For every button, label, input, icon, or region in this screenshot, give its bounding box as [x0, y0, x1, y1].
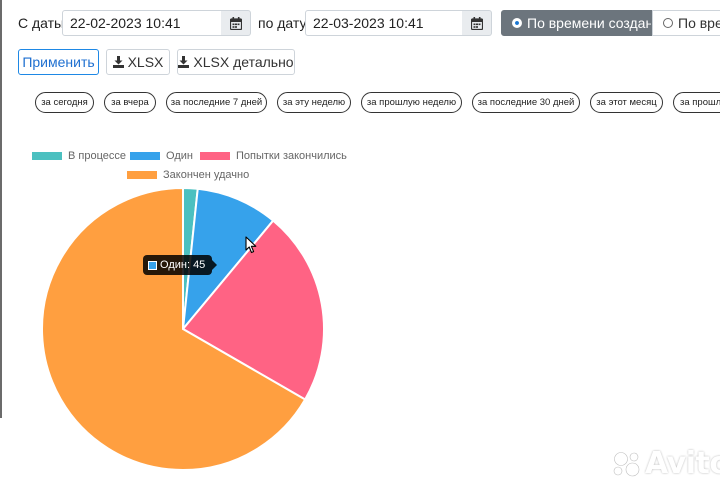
legend-swatch-3 [127, 171, 157, 179]
chip-last-30-days[interactable]: за последние 30 дней [472, 92, 580, 113]
calendar-icon [229, 16, 242, 30]
avito-watermark: Avito [612, 446, 720, 481]
mode-by-other-time[interactable]: По времен [652, 10, 720, 36]
chart-tooltip: Один: 45 [143, 255, 218, 275]
download-icon [178, 56, 190, 68]
legend-label-0: В процессе [68, 150, 126, 162]
legend-item[interactable]: Закончен удачно [127, 169, 249, 181]
mouse-cursor-icon [245, 236, 257, 254]
radio-unselected-icon [663, 18, 673, 28]
chip-this-week[interactable]: за эту неделю [277, 92, 351, 113]
legend-swatch-1 [130, 152, 160, 160]
legend-swatch-0 [32, 152, 62, 160]
avito-logo-icon [613, 451, 640, 476]
xlsx-detailed-button-label: XLSX детально [193, 54, 294, 70]
pie-slice-1[interactable] [181, 187, 275, 333]
apply-button[interactable]: Применить [18, 49, 99, 75]
pie-slice-2[interactable] [181, 219, 325, 401]
chip-yesterday[interactable]: за вчера [104, 92, 156, 113]
mode-by-creation-time[interactable]: По времени создания [501, 10, 652, 36]
xlsx-button[interactable]: XLSX [106, 49, 170, 75]
from-date-input[interactable]: 22-02-2023 10:41 [62, 10, 223, 36]
date-filter-row: С даты: 22-02-2023 10:41 по дату: 22-03-… [0, 10, 720, 36]
mode-by-creation-time-label: По времени создания [527, 15, 652, 31]
legend-label-2: Попытки закончились [236, 150, 347, 162]
chip-today[interactable]: за сегодня [35, 92, 94, 113]
legend-item[interactable]: Попытки закончились [200, 150, 347, 162]
xlsx-detailed-button[interactable]: XLSX детально [177, 49, 295, 75]
legend-swatch-2 [200, 152, 230, 160]
chip-this-month[interactable]: за этот месяц [590, 92, 663, 113]
tooltip-text: Один: 45 [160, 259, 206, 271]
chip-last-week[interactable]: за прошлую неделю [361, 92, 462, 113]
calendar-icon [470, 16, 483, 30]
radio-selected-icon [512, 18, 522, 28]
legend-label-3: Закончен удачно [163, 169, 250, 181]
avito-watermark-text: Avito [645, 446, 720, 481]
legend-label-1: Один [166, 150, 193, 162]
xlsx-button-label: XLSX [127, 54, 164, 70]
from-date-label: С даты: [18, 15, 69, 31]
to-date-input[interactable]: 22-03-2023 10:41 [305, 10, 463, 36]
quick-range-chips: за сегодня за вчера за последние 7 дней … [0, 92, 720, 114]
download-icon [112, 56, 124, 68]
chip-last-month[interactable]: за прошл [673, 92, 720, 113]
pie-slice-3[interactable] [41, 186, 307, 471]
legend-item[interactable]: Один [130, 150, 193, 162]
window-left-edge [0, 0, 2, 418]
to-date-calendar-button[interactable] [462, 10, 492, 36]
mode-by-other-time-label: По времен [678, 15, 720, 31]
legend-item[interactable]: В процессе [32, 150, 126, 162]
chip-last-7-days[interactable]: за последние 7 дней [166, 92, 267, 113]
to-date-label: по дату: [258, 15, 311, 31]
tooltip-swatch [148, 260, 157, 270]
from-date-calendar-button[interactable] [221, 10, 251, 36]
